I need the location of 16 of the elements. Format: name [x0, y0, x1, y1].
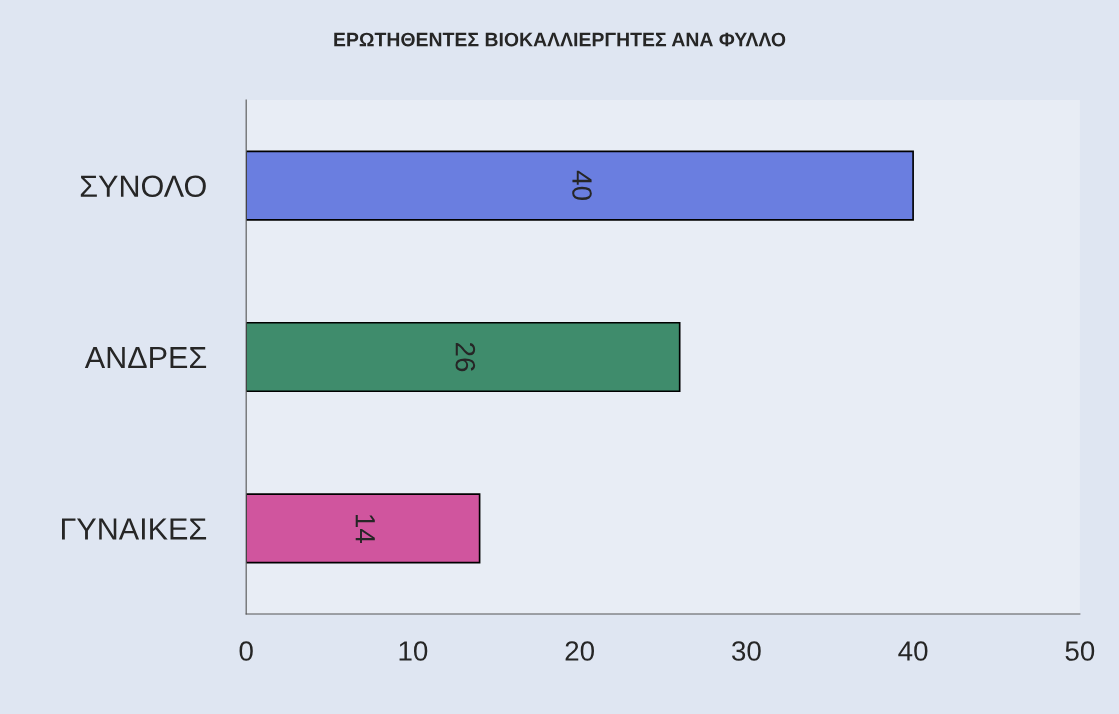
data-label: 14	[355, 515, 375, 543]
bar	[246, 150, 914, 221]
x-tick-label: 30	[731, 641, 761, 661]
y-tick-label: ΓΥΝΑΙΚΕΣ	[62, 518, 207, 540]
x-tick-label: 20	[565, 641, 595, 661]
bar	[246, 321, 681, 393]
x-tick-label: 40	[898, 641, 928, 661]
x-tick-label: 0	[239, 641, 253, 661]
y-tick-label: ΑΝΔΡΕΣ	[84, 347, 207, 369]
x-tick-label: 50	[1065, 641, 1095, 661]
x-tick-label: 10	[399, 641, 428, 661]
chart-title: ΕΡΩΤΗΘΕΝΤΕΣ ΒΙΟΚΑΛΛΙΕΡΓΗΤΕΣ ΑΝΑ ΦΥΛΛΟ	[334, 32, 786, 47]
y-tick-label: ΣΥΝΟΛΟ	[80, 175, 206, 198]
data-label: 26	[455, 342, 476, 372]
bar	[246, 493, 481, 564]
data-label: 40	[572, 170, 592, 200]
